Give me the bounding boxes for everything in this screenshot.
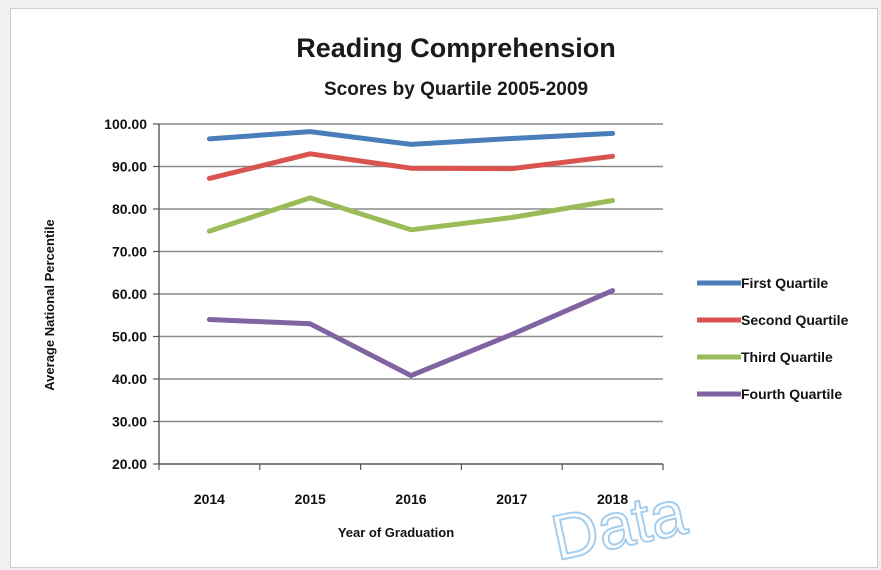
watermark-text: Data [545, 476, 693, 567]
y-tick-label: 70.00 [112, 244, 147, 260]
chart-frame: Reading Comprehension Scores by Quartile… [10, 8, 878, 568]
legend-label: Fourth Quartile [741, 386, 842, 402]
series-line-3 [206, 195, 616, 234]
legend-label: Second Quartile [741, 312, 849, 328]
y-tick-label: 50.00 [112, 329, 147, 345]
legend-label: Third Quartile [741, 349, 833, 365]
series-lines [206, 129, 616, 379]
y-axis-ticks: 20.00 30.00 40.00 50.00 60.00 70.00 80.00 90.00… [104, 116, 159, 472]
x-tick-label: 2017 [496, 491, 527, 507]
legend: First Quartile Second Quartile Third Quart… [697, 275, 849, 402]
chart-title: Reading Comprehension [296, 33, 616, 63]
legend-label: First Quartile [741, 275, 828, 291]
y-tick-label: 30.00 [112, 414, 147, 430]
y-tick-label: 80.00 [112, 201, 147, 217]
gridlines [159, 123, 663, 423]
y-tick-label: 90.00 [112, 159, 147, 175]
y-tick-label: 40.00 [112, 371, 147, 387]
series-line-1 [206, 129, 616, 147]
series-line-4 [206, 288, 616, 379]
y-tick-label: 60.00 [112, 286, 147, 302]
y-tick-label: 20.00 [112, 456, 147, 472]
y-tick-label: 100.00 [104, 116, 147, 132]
series-line-2 [206, 151, 616, 181]
x-axis-label: Year of Graduation [338, 525, 454, 540]
x-tick-label: 2018 [597, 491, 628, 507]
chart-subtitle: Scores by Quartile 2005-2009 [324, 79, 588, 100]
x-axis-ticks: 2014 2015 2016 2017 2018 [158, 464, 664, 507]
x-tick-label: 2016 [395, 491, 426, 507]
x-tick-label: 2014 [194, 491, 225, 507]
line-chart: Reading Comprehension Scores by Quartile… [42, 33, 849, 567]
x-tick-label: 2015 [295, 491, 326, 507]
y-axis-label: Average National Percentile [42, 219, 57, 390]
